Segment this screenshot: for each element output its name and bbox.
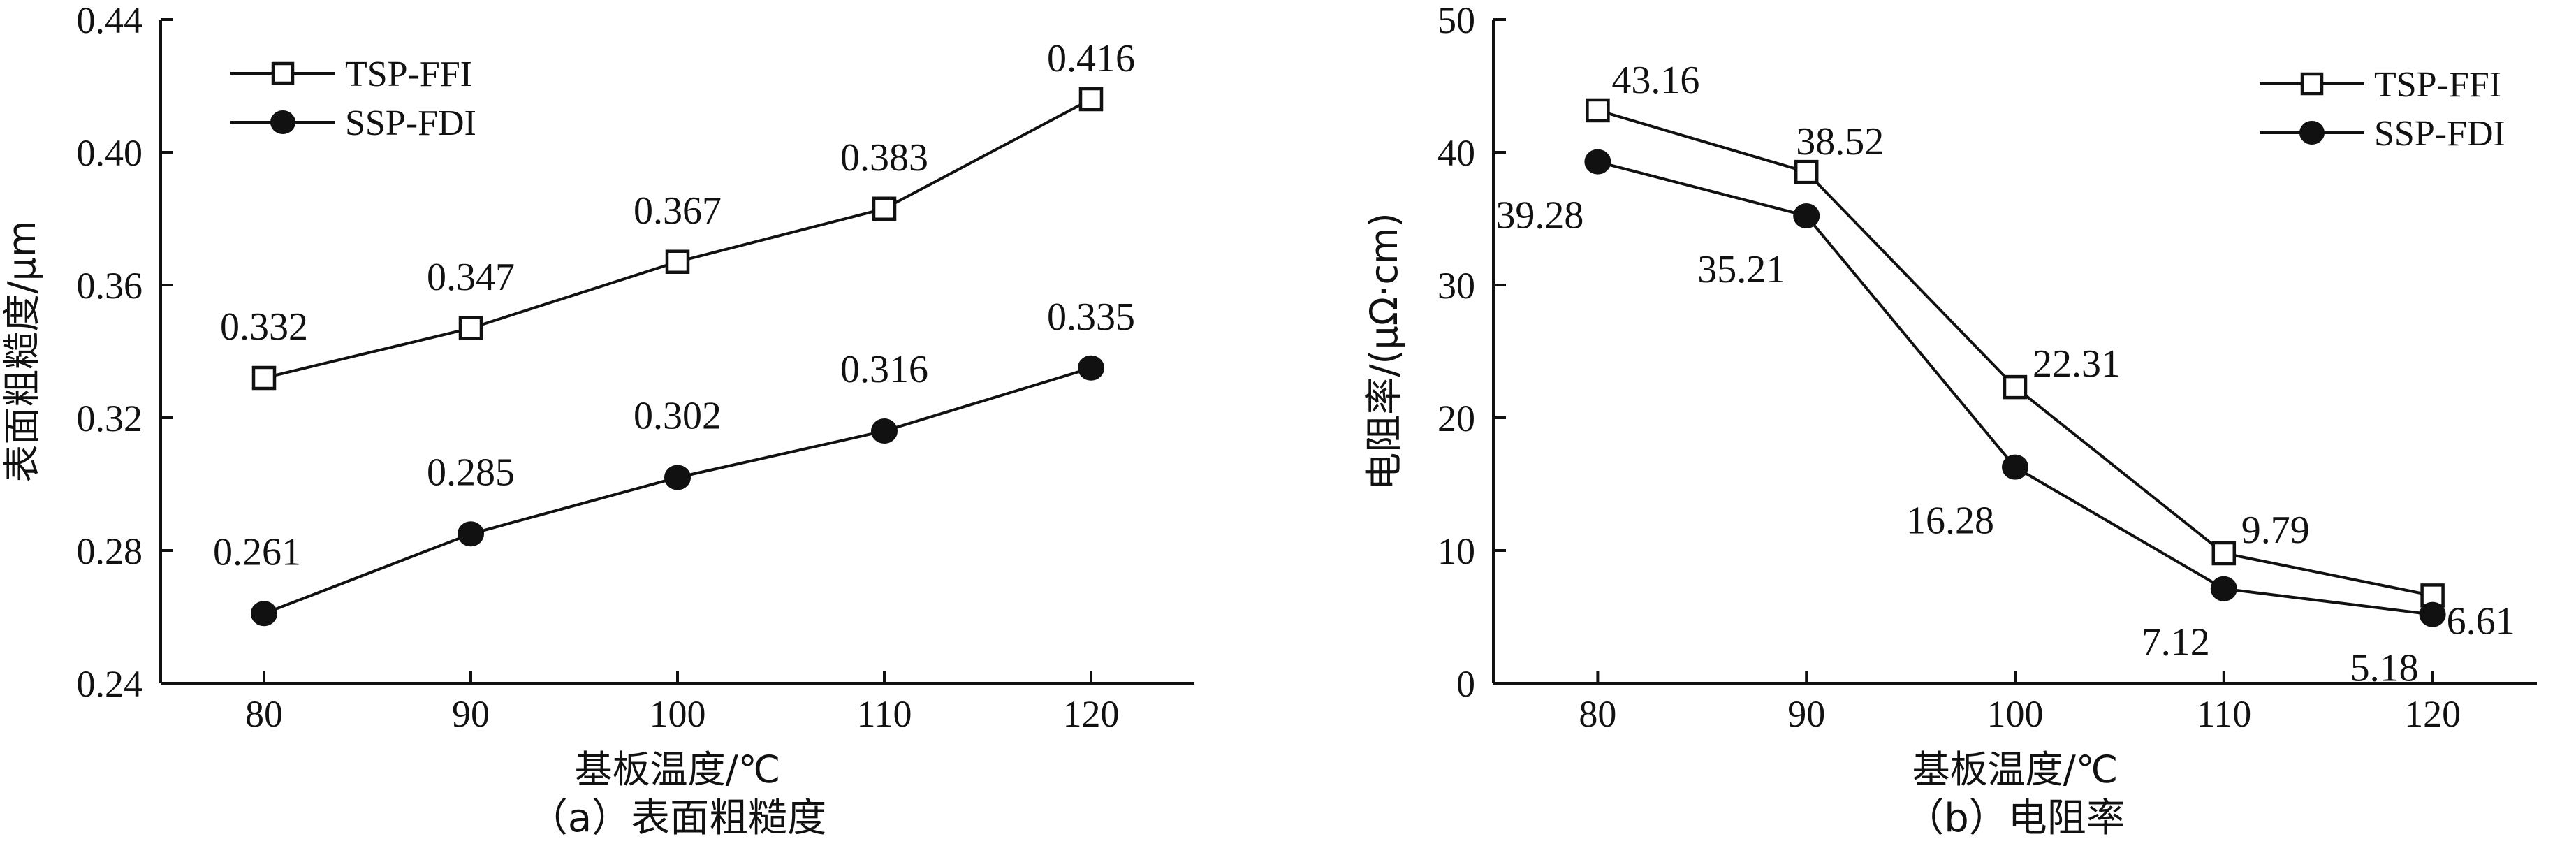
series-ssp-fdi: 39.28 35.21 16.28 7.12 5.18 [1495,149,2446,690]
legend-label: TSP-FFI [345,54,472,94]
x-axis-title: 基板温度/℃ [1912,747,2118,792]
data-label: 0.367 [634,189,722,233]
x-axis-title: 基板温度/℃ [575,747,781,792]
data-label: 9.79 [2241,509,2310,552]
data-point [2002,454,2028,480]
data-point [1794,159,1819,184]
data-point [2210,576,2237,601]
x-tick-label: 90 [1787,693,1825,735]
series-tsp-ffi: 43.16 38.52 22.31 9.79 6.61 [1586,59,2515,643]
data-label: 5.18 [2350,647,2419,690]
chart-panel-a: 0.24 0.28 0.32 0.36 0.40 0.44 80 90 100 110 120 基板温… [0,0,1194,841]
x-tick-label: 120 [2404,693,2461,735]
x-tick-label: 120 [1063,693,1120,735]
data-point [1586,98,1610,123]
y-tick-label: 0 [1456,663,1475,705]
x-tick-label: 80 [1579,693,1616,735]
data-point [664,465,691,490]
x-tick-label: 80 [245,693,283,735]
data-point [1793,203,1820,229]
x-tick-label: 110 [2196,693,2251,735]
y-tick-label: 50 [1437,0,1475,41]
legend-item: TSP-FFI [2260,65,2501,105]
legend: TSP-FFI SSP-FDI [230,54,476,143]
legend-marker [2300,72,2324,96]
chart-panel-b: 0 10 20 30 40 50 80 90 100 110 120 基板温度/℃ 电阻率/(μΩ·cm… [1362,0,2537,841]
data-point [1584,149,1611,175]
y-tick-label: 0.36 [77,265,143,307]
data-label: 0.261 [213,530,301,574]
y-tick-label: 0.44 [77,0,143,41]
data-label: 38.52 [1796,120,1884,163]
x-tick-label: 100 [1987,693,2044,735]
legend-label: SSP-FDI [345,103,476,143]
y-tick-label: 0.40 [77,132,143,174]
data-point [1078,355,1104,381]
series-ssp-fdi: 0.261 0.285 0.302 0.316 0.335 [213,296,1135,627]
panel-caption: （a）表面粗糙度 [529,796,826,841]
legend-marker [271,61,295,85]
data-point [458,316,483,340]
y-tick-label: 0.28 [77,530,143,572]
y-axis-title: 电阻率/(μΩ·cm) [1362,212,1406,490]
data-point [665,249,690,274]
data-label: 0.335 [1047,296,1135,339]
x-tick-label: 90 [452,693,490,735]
data-point [872,196,897,221]
y-axis-title: 表面粗糙度/μm [0,220,44,482]
data-label: 16.28 [1906,499,1994,543]
series-tsp-ffi: 0.332 0.347 0.367 0.383 0.416 [220,37,1135,391]
y-tick-label: 30 [1437,265,1475,307]
data-point [251,601,277,627]
data-label: 7.12 [2142,621,2210,664]
data-label: 0.416 [1047,37,1135,80]
legend-item: SSP-FDI [230,103,476,143]
y-tick-label: 0.32 [77,398,143,439]
legend-label: SSP-FDI [2374,114,2505,154]
y-tick-label: 20 [1437,398,1475,439]
x-tick-label: 100 [650,693,706,735]
y-tick-label: 40 [1437,132,1475,174]
data-label: 35.21 [1697,248,1785,291]
data-label: 0.302 [634,395,722,438]
legend-marker [2299,121,2325,145]
data-label: 0.285 [427,451,515,494]
data-label: 0.383 [840,136,928,180]
legend-item: TSP-FFI [230,54,472,94]
legend: TSP-FFI SSP-FDI [2260,65,2505,154]
legend-label: TSP-FFI [2374,65,2501,105]
data-point [2003,374,2028,400]
data-label: 0.332 [220,305,308,349]
data-point [2211,541,2237,566]
legend-marker [270,110,295,134]
data-point [251,365,277,391]
data-label: 0.347 [427,256,515,299]
data-point [2419,601,2446,627]
data-label: 39.28 [1495,194,1583,238]
legend-item: SSP-FDI [2260,114,2505,154]
data-point [1078,87,1104,112]
x-tick-label: 110 [857,693,912,735]
data-label: 43.16 [1611,59,1699,102]
panel-caption: （b）电阻率 [1905,796,2125,841]
y-tick-label: 10 [1437,530,1475,572]
data-point [871,418,898,444]
data-label: 22.31 [2033,342,2121,386]
y-tick-label: 0.24 [77,663,143,705]
data-label: 6.61 [2447,599,2515,643]
data-point [458,521,484,547]
data-label: 0.316 [840,348,928,391]
